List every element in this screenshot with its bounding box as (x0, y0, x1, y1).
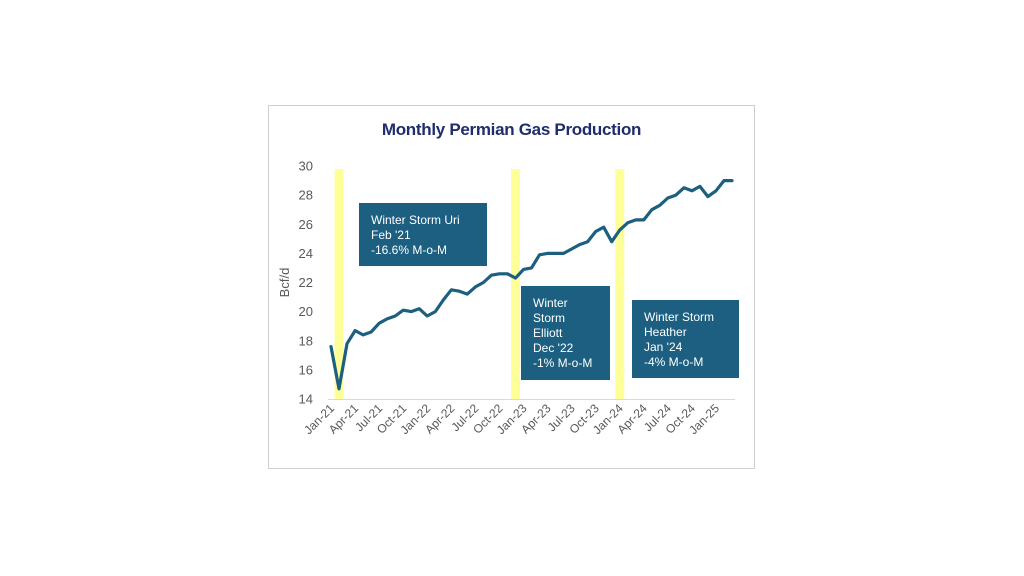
annotation-text: Winter Storm Uri (371, 213, 460, 227)
chart-title: Monthly Permian Gas Production (381, 120, 642, 139)
y-tick-label: 18 (299, 333, 313, 348)
annotation-text: Elliott (533, 326, 563, 340)
y-tick-label: 20 (299, 304, 313, 319)
highlight-band-0 (334, 169, 344, 399)
annotation-text: -4% M-o-M (644, 355, 703, 369)
annotation-text: -1% M-o-M (533, 356, 592, 370)
annotation-box-1 (521, 286, 610, 380)
annotation-text: Winter (533, 296, 568, 310)
annotation-box-0 (359, 203, 487, 266)
y-tick-label: 14 (299, 392, 313, 407)
highlight-band-2 (615, 169, 625, 399)
y-tick-label: 22 (299, 275, 313, 290)
annotation-text: Feb '21 (371, 228, 411, 242)
annotation-text: Heather (644, 325, 687, 339)
annotation-text: Jan '24 (644, 340, 683, 354)
y-tick-label: 16 (299, 362, 313, 377)
annotation-text: Storm (533, 311, 565, 325)
y-tick-label: 24 (299, 246, 313, 261)
highlight-band-1 (510, 169, 520, 399)
y-tick-label: 30 (299, 159, 313, 174)
y-axis-label: Bcf/d (277, 268, 292, 298)
annotation-text: -16.6% M-o-M (371, 243, 447, 257)
annotation-text: Winter Storm (644, 310, 714, 324)
y-tick-label: 28 (299, 188, 313, 203)
y-tick-label: 26 (299, 217, 313, 232)
annotation-text: Dec '22 (533, 341, 574, 355)
series-line (329, 179, 734, 391)
annotation-box-2 (632, 300, 739, 378)
